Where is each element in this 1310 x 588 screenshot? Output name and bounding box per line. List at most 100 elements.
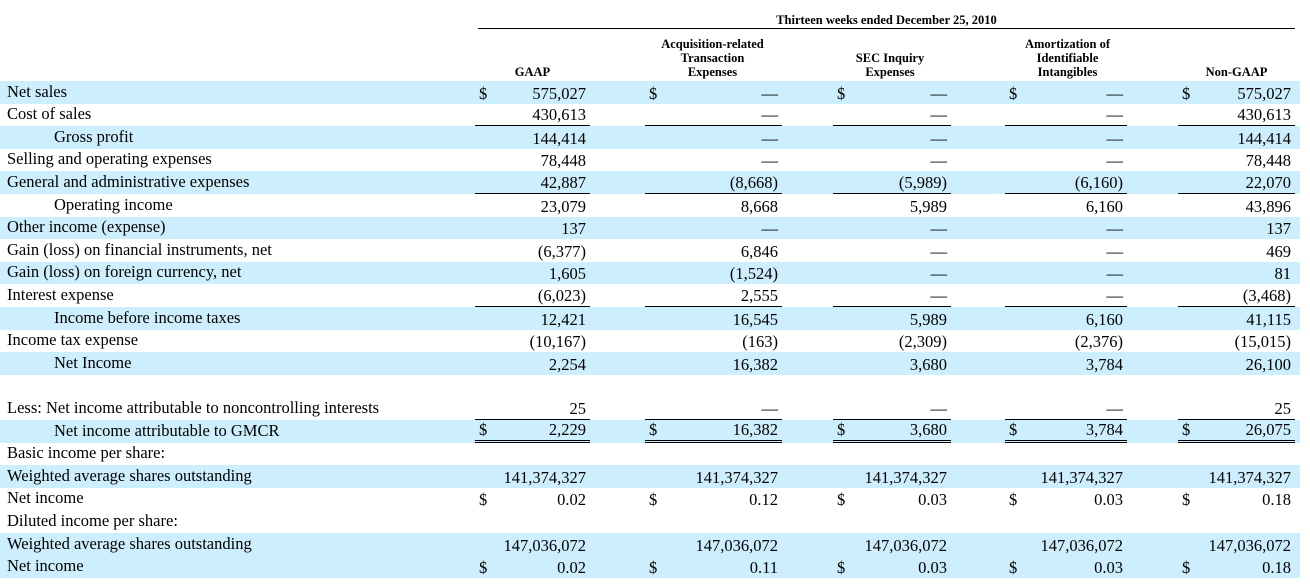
value-cell: $ — bbox=[833, 83, 951, 104]
table-row: Basic income per share: bbox=[0, 443, 1300, 466]
value-cell: 144,414 bbox=[475, 128, 590, 149]
table-row: Weighted average shares outstanding 147,0… bbox=[0, 533, 1300, 556]
value: (6,023) bbox=[537, 285, 586, 305]
value-cell: — bbox=[1005, 104, 1127, 127]
value-cell: 430,613 bbox=[475, 104, 590, 127]
value-cell: 1,605 bbox=[475, 263, 590, 284]
table-row: Income before income taxes 12,421 16,545 5,… bbox=[0, 307, 1300, 330]
value: (1,524) bbox=[729, 264, 778, 284]
value: 144,414 bbox=[532, 128, 586, 148]
table-row: Net Income 2,254 16,382 3,680 3,784 26,100 bbox=[0, 352, 1300, 375]
row-label: Income before income taxes bbox=[54, 307, 241, 327]
value-cell: — bbox=[833, 104, 951, 127]
value-cell: — bbox=[1005, 150, 1127, 171]
currency-sign: $ bbox=[649, 419, 658, 439]
value-cell: 137 bbox=[475, 218, 590, 239]
row-label: Less: Net income attributable to noncont… bbox=[7, 397, 380, 417]
value: — bbox=[761, 105, 779, 125]
value-cell: (2,376) bbox=[1005, 331, 1127, 352]
value: 2,254 bbox=[548, 354, 586, 374]
value-cell: 23,079 bbox=[475, 196, 590, 217]
value: 41,115 bbox=[1246, 309, 1291, 329]
value-cell: 147,036,072 bbox=[645, 535, 782, 556]
value: 0.02 bbox=[557, 490, 586, 510]
value-cell: 26,100 bbox=[1178, 354, 1295, 375]
currency-sign: $ bbox=[837, 490, 846, 510]
value-cell: $3,680 bbox=[833, 419, 951, 443]
row-label: Net sales bbox=[7, 81, 68, 101]
value: (10,167) bbox=[529, 332, 586, 352]
value-cell: 3,784 bbox=[1005, 354, 1127, 375]
value: 0.11 bbox=[749, 558, 778, 578]
value-cell: 8,668 bbox=[645, 196, 782, 217]
table-row: Weighted average shares outstanding 141,3… bbox=[0, 465, 1300, 488]
value: 0.03 bbox=[918, 558, 947, 578]
value-cell: $3,784 bbox=[1005, 419, 1127, 443]
table-row: Net income $0.02 $0.11 $0.03 $0.03 $0.18 bbox=[0, 555, 1300, 579]
currency-sign: $ bbox=[1182, 558, 1191, 578]
value-cell: 147,036,072 bbox=[1178, 535, 1295, 556]
row-label: Income tax expense bbox=[7, 330, 139, 350]
value: 16,545 bbox=[732, 309, 778, 329]
value: — bbox=[1106, 151, 1124, 171]
value: (5,989) bbox=[898, 172, 947, 192]
currency-sign: $ bbox=[1182, 83, 1191, 103]
value-cell: 16,545 bbox=[645, 309, 782, 330]
value: — bbox=[930, 105, 948, 125]
table-row: Interest expense (6,023) 2,555 — — (3,468) bbox=[0, 284, 1300, 307]
value-cell: — bbox=[833, 128, 951, 149]
value-cell: — bbox=[833, 150, 951, 171]
currency-sign: $ bbox=[1009, 490, 1018, 510]
value-cell: 12,421 bbox=[475, 309, 590, 330]
value: — bbox=[930, 83, 948, 103]
value-cell: $0.18 bbox=[1178, 489, 1295, 510]
value-cell: 78,448 bbox=[475, 150, 590, 171]
row-label: Net Income bbox=[54, 352, 132, 372]
currency-sign: $ bbox=[479, 83, 488, 103]
value-cell: $ — bbox=[1005, 83, 1127, 104]
value-cell: — bbox=[1005, 398, 1127, 420]
value: 0.18 bbox=[1262, 558, 1291, 578]
currency-sign: $ bbox=[837, 83, 846, 103]
value-cell: $26,075 bbox=[1178, 419, 1295, 443]
value: 3,784 bbox=[1085, 419, 1123, 439]
value: — bbox=[761, 83, 779, 103]
row-label: Operating income bbox=[54, 194, 173, 214]
value-cell: 43,896 bbox=[1178, 196, 1295, 217]
currency-sign: $ bbox=[1182, 419, 1191, 439]
value: — bbox=[761, 398, 779, 418]
row-label: Gross profit bbox=[54, 126, 134, 146]
value-cell: — bbox=[833, 285, 951, 307]
table-row: Net income attributable to GMCR $2,229 $16… bbox=[0, 420, 1300, 443]
value: — bbox=[930, 241, 948, 261]
row-label: Diluted income per share: bbox=[7, 510, 178, 530]
value-cell: $0.02 bbox=[475, 489, 590, 510]
value: (2,376) bbox=[1074, 332, 1123, 352]
value-cell: — bbox=[645, 104, 782, 127]
value-cell: 147,036,072 bbox=[475, 535, 590, 556]
value: 137 bbox=[1266, 219, 1291, 239]
value-cell: 137 bbox=[1178, 218, 1295, 239]
value-cell: (1,524) bbox=[645, 263, 782, 284]
table-row: Net income $0.02 $0.12 $0.03 $0.03 $0.18 bbox=[0, 488, 1300, 511]
value: — bbox=[761, 219, 779, 239]
value: 0.02 bbox=[557, 558, 586, 578]
value-cell: 78,448 bbox=[1178, 150, 1295, 171]
value: — bbox=[1106, 285, 1124, 305]
value-cell: — bbox=[645, 128, 782, 149]
value-cell: (6,160) bbox=[1005, 172, 1127, 194]
currency-sign: $ bbox=[837, 558, 846, 578]
value-cell: — bbox=[833, 218, 951, 239]
value: 430,613 bbox=[1237, 105, 1291, 125]
value-cell: (6,377) bbox=[475, 241, 590, 262]
value: 12,421 bbox=[540, 309, 586, 329]
value-cell: 25 bbox=[475, 398, 590, 420]
value-cell: 141,374,327 bbox=[833, 467, 951, 488]
value-cell: — bbox=[1005, 218, 1127, 239]
value-cell: 469 bbox=[1178, 241, 1295, 262]
row-label: General and administrative expenses bbox=[7, 171, 250, 191]
value: — bbox=[1106, 264, 1124, 284]
value-cell: (6,023) bbox=[475, 285, 590, 307]
value-cell: $0.03 bbox=[833, 489, 951, 510]
value-cell: 6,160 bbox=[1005, 196, 1127, 217]
